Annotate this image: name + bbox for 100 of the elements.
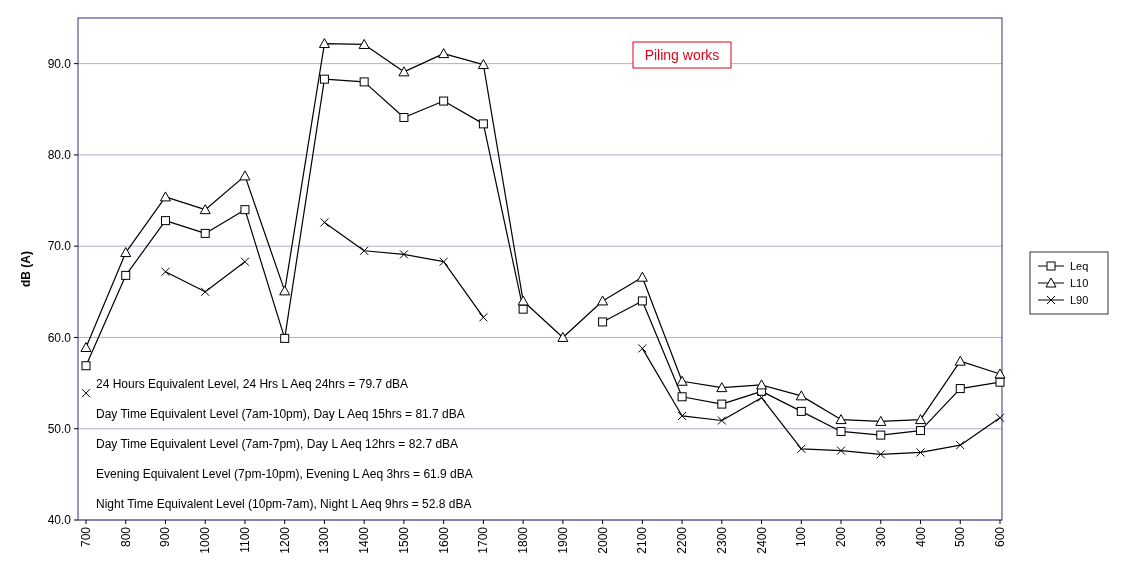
annotation: Night Time Equivalent Level (10pm-7am), Night L Aeq 9hrs = 52.8 dBA: [96, 497, 472, 511]
x-tick-label: 1300: [317, 526, 332, 554]
x-tick-label: 2200: [675, 526, 690, 554]
point: [676, 375, 688, 386]
point: [438, 48, 450, 59]
x-tick-label: 900: [158, 526, 173, 548]
legend-label: L10: [1070, 276, 1089, 289]
point: [955, 440, 965, 450]
point: [995, 413, 1005, 423]
point: [835, 414, 847, 425]
y-tick-label: 80.0: [47, 148, 72, 163]
point: [358, 38, 370, 49]
x-tick-label: 400: [913, 526, 928, 548]
y-tick-label: 50.0: [47, 421, 72, 436]
point: [916, 447, 926, 457]
point: [876, 449, 886, 459]
point: [200, 287, 210, 297]
y-tick-label: 90.0: [47, 56, 72, 71]
point: [240, 205, 250, 215]
point: [240, 257, 250, 267]
point: [160, 267, 170, 277]
x-tick-label: 600: [993, 526, 1007, 548]
point: [757, 393, 767, 403]
y-tick-label: 40.0: [47, 513, 72, 528]
x-tick-label: 2100: [635, 526, 650, 554]
point: [280, 333, 290, 343]
x-tick-label: 2000: [595, 526, 610, 554]
point: [995, 377, 1005, 387]
annotation: Day Time Equivalent Level (7am-10pm), Day L Aeq 15hrs = 81.7 dBA: [96, 407, 465, 421]
point: [399, 249, 409, 259]
point: [399, 112, 409, 122]
x-tick-label: 1700: [476, 526, 491, 554]
point: [637, 343, 647, 353]
point: [994, 368, 1006, 379]
point: [120, 247, 132, 258]
point: [717, 416, 727, 426]
x-tick-label: 800: [118, 526, 133, 548]
point: [239, 170, 251, 181]
x-tick-label: 2400: [754, 526, 769, 554]
point: [517, 295, 529, 306]
point: [954, 355, 966, 366]
point: [677, 411, 687, 421]
legend-label: L90: [1070, 293, 1089, 306]
point: [557, 331, 569, 342]
point: [80, 341, 92, 352]
point: [637, 296, 647, 306]
point: [477, 59, 489, 70]
point: [478, 119, 488, 129]
point: [359, 77, 369, 87]
point: [318, 38, 330, 49]
x-tick-label: 100: [794, 526, 809, 548]
point: [439, 257, 449, 267]
point: [795, 390, 807, 401]
point: [279, 285, 291, 296]
point: [159, 191, 171, 202]
x-tick-label: 1900: [555, 526, 570, 554]
point: [598, 317, 608, 327]
x-tick-label: 500: [953, 526, 968, 548]
point: [319, 74, 329, 84]
point: [518, 304, 528, 314]
point: [398, 66, 410, 77]
point: [836, 426, 846, 436]
x-tick-label: 300: [873, 526, 888, 548]
point: [916, 426, 926, 436]
annotation: Day Time Equivalent Level (7am-7pm), Day L Aeq 12hrs = 82.7 dBA: [96, 437, 459, 451]
y-tick-label: 70.0: [47, 239, 72, 254]
point: [478, 312, 488, 322]
x-tick-label: 2300: [714, 526, 729, 554]
x-tick-label: 1000: [198, 526, 213, 554]
point: [636, 271, 648, 282]
point: [439, 96, 449, 106]
y-tick-label: 60.0: [47, 330, 72, 345]
point: [756, 379, 768, 390]
point: [81, 361, 91, 371]
x-tick-label: 1200: [277, 526, 292, 554]
x-tick-label: 1600: [436, 526, 451, 554]
point: [677, 392, 687, 402]
point: [876, 430, 886, 440]
x-tick-label: 1400: [357, 526, 372, 554]
point: [955, 384, 965, 394]
legend-label: Leq: [1070, 259, 1089, 272]
point: [796, 444, 806, 454]
point: [836, 446, 846, 456]
annotation: 24 Hours Equivalent Level, 24 Hrs L Aeq 24hrs = 79.7 dBA: [96, 377, 409, 391]
annotation: Piling works: [644, 47, 720, 63]
x-tick-label: 1800: [516, 526, 531, 554]
point: [121, 270, 131, 280]
annotation: Evening Equivalent Level (7pm-10pm), Evening L Aeq 3hrs = 61.9 dBA: [96, 467, 473, 481]
point: [716, 382, 728, 393]
point: [200, 228, 210, 238]
x-tick-label: 1100: [237, 526, 252, 553]
x-tick-label: 200: [834, 526, 849, 548]
y-axis-title: dB (A): [19, 251, 33, 287]
point: [875, 415, 887, 426]
point: [915, 414, 927, 425]
point: [199, 204, 211, 215]
point: [81, 388, 91, 398]
x-tick-label: 1500: [396, 526, 411, 554]
point: [717, 399, 727, 409]
point: [597, 295, 609, 306]
